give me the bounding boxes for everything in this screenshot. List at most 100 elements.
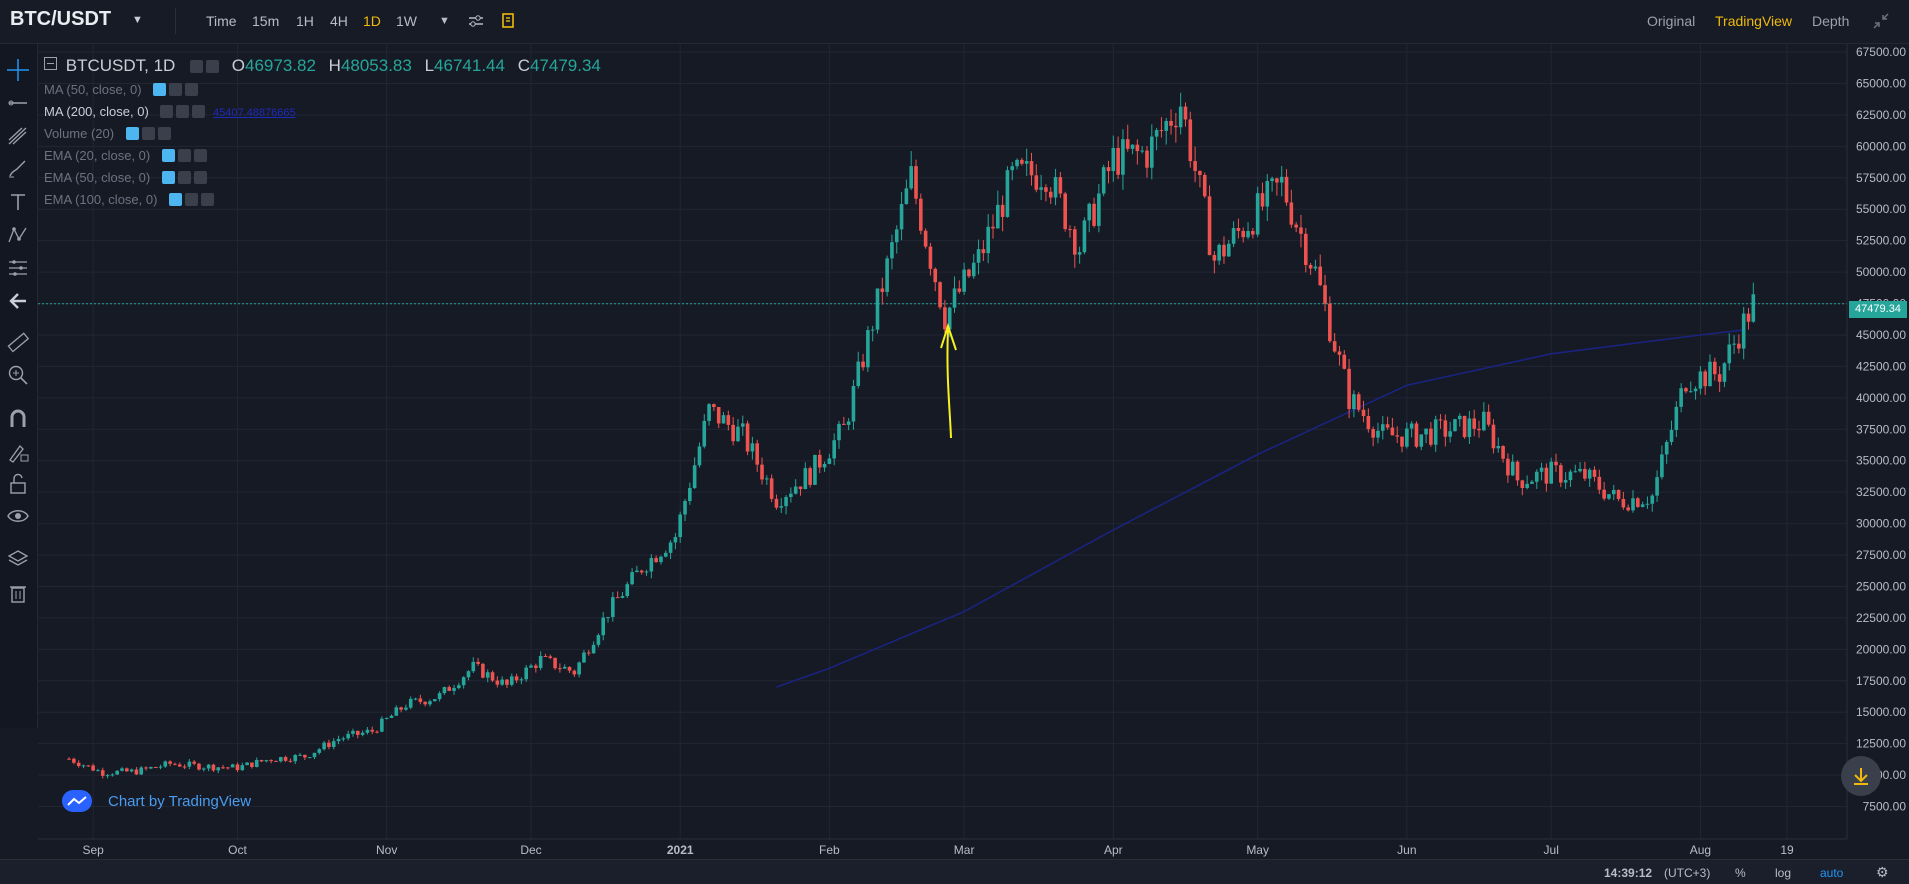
eye-icon[interactable] <box>169 193 183 206</box>
eye-icon[interactable] <box>161 149 175 162</box>
close-icon[interactable] <box>192 105 206 118</box>
candle-body <box>202 768 206 770</box>
percent-scale-toggle[interactable]: % <box>1735 866 1746 880</box>
view-tradingview[interactable]: TradingView <box>1715 13 1793 29</box>
gear-icon[interactable] <box>177 149 191 162</box>
candle-body <box>1424 428 1428 435</box>
candle-body <box>1111 147 1116 172</box>
timeframe-1w[interactable]: 1W <box>396 13 417 29</box>
candle-body <box>591 644 596 654</box>
indicators-icon[interactable] <box>500 12 516 30</box>
indicator-label: EMA (20, close, 0) <box>44 148 151 163</box>
candle-body <box>1684 388 1688 392</box>
close-icon[interactable] <box>157 127 171 140</box>
indicator-row-ma200[interactable]: MA (200, close, 0) 45407.48876665 <box>44 104 296 119</box>
collapse-icon[interactable] <box>1872 12 1890 30</box>
settings-sliders-icon[interactable] <box>467 13 485 29</box>
tradingview-badge[interactable]: Chart by TradingView <box>62 790 251 812</box>
eye-icon[interactable] <box>4 502 32 530</box>
pattern-icon[interactable] <box>4 221 32 249</box>
candle-body <box>1539 467 1544 472</box>
candle-body <box>582 652 586 663</box>
scroll-to-realtime-button[interactable] <box>1841 756 1881 796</box>
candle-body <box>86 765 91 767</box>
indicator-row-ema100[interactable]: EMA (100, close, 0) <box>44 192 215 207</box>
indicator-row-ma50[interactable]: MA (50, close, 0) <box>44 82 199 97</box>
eye-icon[interactable] <box>153 83 167 96</box>
candle-body <box>1251 231 1255 235</box>
ruler-icon[interactable] <box>4 328 32 356</box>
candle-body <box>1602 489 1606 499</box>
high-label: H <box>328 56 341 75</box>
timeframe-1h[interactable]: 1H <box>296 13 314 29</box>
indicator-row-volume[interactable]: Volume (20) <box>44 126 171 141</box>
prediction-tool-icon[interactable] <box>4 254 32 282</box>
eye-icon[interactable] <box>161 171 175 184</box>
visibility-icon[interactable] <box>190 60 204 73</box>
annotation-arrowhead <box>940 322 957 351</box>
pitchfork-icon[interactable] <box>4 122 32 150</box>
trash-icon[interactable] <box>4 579 32 607</box>
y-tick-label: 20000.00 <box>1856 642 1906 656</box>
view-original[interactable]: Original <box>1647 13 1696 29</box>
candle-body <box>91 765 95 771</box>
candle-body <box>1077 252 1082 255</box>
candle-body <box>1510 461 1515 476</box>
trend-line-icon[interactable] <box>4 89 32 117</box>
brush-icon[interactable] <box>4 155 32 183</box>
candle-body <box>254 759 259 768</box>
indicator-row-ema20[interactable]: EMA (20, close, 0) <box>44 148 207 163</box>
timeframe-time[interactable]: Time <box>206 13 237 29</box>
candle-body <box>1400 436 1404 447</box>
candle-body <box>269 760 273 762</box>
indicator-row-ema50[interactable]: EMA (50, close, 0) <box>44 170 207 185</box>
settings-icon[interactable] <box>206 60 220 73</box>
collapse-legend-icon[interactable] <box>44 57 57 70</box>
close-icon[interactable] <box>201 193 215 206</box>
close-icon[interactable] <box>193 171 207 184</box>
timeframe-15m[interactable]: 15m <box>252 13 280 29</box>
candle-body <box>264 760 269 762</box>
candle-body <box>615 597 620 599</box>
unlock-icon[interactable] <box>4 470 32 498</box>
candle-body <box>1039 187 1043 190</box>
zoom-in-icon[interactable] <box>4 361 32 389</box>
gear-icon[interactable] <box>176 105 190 118</box>
gear-icon[interactable] <box>141 127 155 140</box>
auto-scale-toggle[interactable]: auto <box>1820 866 1844 880</box>
candle-body <box>1198 170 1202 175</box>
candle-body <box>1645 503 1650 505</box>
y-tick-label: 30000.00 <box>1856 517 1906 531</box>
timeframe-4h[interactable]: 4H <box>330 13 348 29</box>
gear-icon[interactable] <box>177 171 191 184</box>
candle-body <box>716 406 721 424</box>
log-scale-toggle[interactable]: log <box>1775 866 1792 880</box>
gear-icon[interactable] <box>169 83 183 96</box>
close-icon[interactable] <box>185 83 199 96</box>
crosshair-icon[interactable] <box>4 56 32 84</box>
eye-icon[interactable] <box>125 127 139 140</box>
gear-icon[interactable] <box>185 193 199 206</box>
magnet-icon[interactable] <box>4 405 32 433</box>
layers-icon[interactable] <box>4 545 32 573</box>
candle-body <box>1573 471 1578 473</box>
close-icon[interactable] <box>193 149 207 162</box>
text-tool-icon[interactable] <box>4 188 32 216</box>
back-arrow-icon[interactable] <box>4 287 32 315</box>
view-depth[interactable]: Depth <box>1812 13 1850 29</box>
candle-body <box>1737 343 1741 349</box>
eye-icon[interactable] <box>160 105 174 118</box>
candle-body <box>259 759 264 762</box>
symbol-title[interactable]: BTC/USDT <box>10 8 112 30</box>
more-timeframes-icon[interactable]: ▼ <box>439 15 450 27</box>
lock-drawing-icon[interactable] <box>4 438 32 466</box>
symbol-dropdown-icon[interactable]: ▼ <box>132 14 143 26</box>
candle-body <box>1236 228 1241 231</box>
candle-body <box>1563 480 1568 483</box>
candle-body <box>380 718 384 732</box>
clock-timezone[interactable]: (UTC+3) <box>1664 866 1711 880</box>
timeframe-1d[interactable]: 1D <box>363 13 381 29</box>
candle-body <box>240 765 245 771</box>
gear-icon[interactable]: ⚙ <box>1876 864 1889 880</box>
